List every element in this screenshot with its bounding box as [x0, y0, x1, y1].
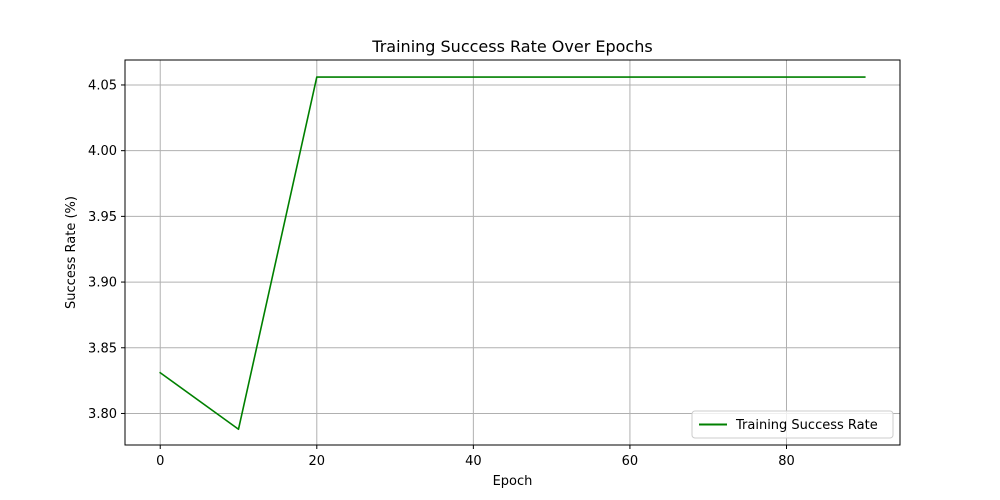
legend: Training Success Rate	[691, 410, 894, 439]
x-axis-label: Epoch	[493, 474, 533, 489]
y-tick-label: 3.90	[88, 276, 117, 291]
y-tick-label: 3.85	[88, 341, 117, 356]
chart-title: Training Success Rate Over Epochs	[371, 37, 652, 56]
legend-box	[691, 410, 894, 439]
x-tick-label: 40	[465, 454, 482, 469]
x-tick-label: 20	[309, 454, 326, 469]
x-tick-label: 60	[622, 454, 639, 469]
y-axis-label: Success Rate (%)	[64, 196, 79, 309]
series-lines	[159, 76, 866, 431]
series-line-training-success-rate	[159, 76, 866, 431]
plot-frame	[124, 59, 901, 446]
grid-lines	[125, 60, 900, 445]
y-tick-label: 4.05	[88, 78, 117, 93]
y-tick-label: 3.80	[88, 407, 117, 422]
axis-ticks: 0 20 40 60 80 3.80 3.85 3.90 3.95 4.00 4.05	[88, 78, 795, 469]
x-tick-label: 80	[778, 454, 795, 469]
legend-label: Training Success Rate	[735, 418, 878, 433]
y-tick-label: 3.95	[88, 210, 117, 225]
y-tick-label: 4.00	[88, 144, 117, 159]
x-tick-label: 0	[156, 454, 164, 469]
